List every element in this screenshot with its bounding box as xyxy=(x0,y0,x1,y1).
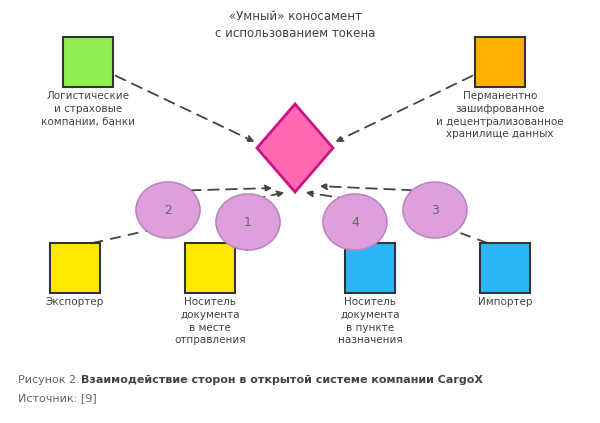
FancyBboxPatch shape xyxy=(185,243,235,293)
Ellipse shape xyxy=(323,194,387,250)
Ellipse shape xyxy=(403,182,467,238)
Text: Рисунок 2.: Рисунок 2. xyxy=(18,375,83,385)
Text: 1: 1 xyxy=(244,215,252,228)
FancyBboxPatch shape xyxy=(50,243,100,293)
Text: Источник: [9]: Источник: [9] xyxy=(18,393,97,403)
Ellipse shape xyxy=(216,194,280,250)
Ellipse shape xyxy=(136,182,200,238)
Text: Взаимодействие сторон в открытой системе компании CargoX: Взаимодействие сторон в открытой системе… xyxy=(81,375,483,385)
Text: 2: 2 xyxy=(164,203,172,217)
Text: Перманентно
зашифрованное
и децентрализованное
хранилище данных: Перманентно зашифрованное и децентрализо… xyxy=(436,91,564,140)
Text: 4: 4 xyxy=(351,215,359,228)
FancyBboxPatch shape xyxy=(345,243,395,293)
Text: Логистические
и страховые
компании, банки: Логистические и страховые компании, банк… xyxy=(41,91,135,126)
Text: Носитель
документа
в месте
отправления: Носитель документа в месте отправления xyxy=(174,297,246,346)
Text: «Умный» коносамент
с использованием токена: «Умный» коносамент с использованием токе… xyxy=(215,10,375,40)
FancyBboxPatch shape xyxy=(475,37,525,87)
Text: 3: 3 xyxy=(431,203,439,217)
Polygon shape xyxy=(257,104,333,192)
FancyBboxPatch shape xyxy=(63,37,113,87)
Text: Импортер: Импортер xyxy=(478,297,532,307)
Text: Носитель
документа
в пункте
назначения: Носитель документа в пункте назначения xyxy=(338,297,403,346)
Text: Экспортер: Экспортер xyxy=(46,297,104,307)
FancyBboxPatch shape xyxy=(480,243,530,293)
